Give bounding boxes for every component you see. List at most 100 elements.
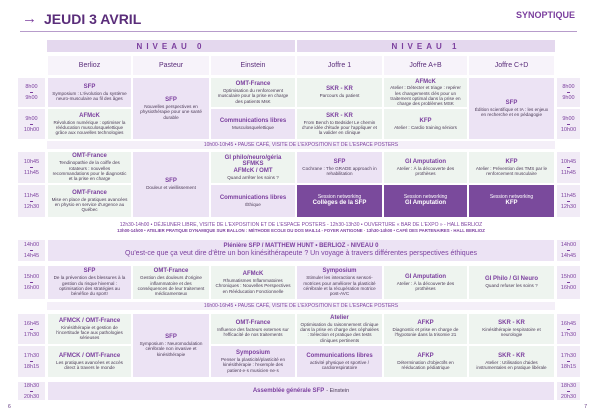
session-text: Influence des facteurs externes sur l'ef… — [217, 327, 289, 338]
session-cell: OMT-France Tendinopathie de la coiffe des… — [48, 152, 131, 183]
session-cell: GI Amputation Atelier : À la découverte d… — [384, 152, 467, 183]
session-cell: Atelier Optimisation du raisonnement clin… — [297, 314, 382, 344]
session-text: Kinésithérapie et gestion de l'incertitu… — [56, 324, 123, 341]
page-number: 6 — [8, 404, 11, 410]
session-text: From Bench to Bedside! Le chemin d'une i… — [302, 119, 377, 136]
time-start: 15h00 — [23, 274, 40, 280]
session-title: Symposium — [235, 350, 270, 357]
time-start: 16h45 — [23, 320, 40, 327]
session-text: KFP — [505, 200, 518, 207]
time-end: 14h45 — [560, 253, 577, 259]
time-end: 9h00 — [25, 95, 38, 101]
time-separator — [567, 200, 570, 202]
time-end: 20h30 — [23, 393, 40, 400]
time-end: 11h45 — [561, 170, 576, 176]
time-slot: 11h45 12h30 — [557, 185, 580, 217]
session-cell: KFP Atelier : Prévention des TMS par le r… — [469, 152, 554, 183]
session-cell: SKR - KR Kinésithérapie respiratoire et n… — [469, 314, 554, 344]
session-text: Nouvelles perspectives en physiothérapie… — [140, 104, 202, 120]
session-title: Session networking — [317, 193, 362, 200]
time-separator — [30, 167, 33, 168]
time-end: 16h00 — [560, 285, 577, 291]
session-title: AFMCK / OMT-France — [58, 352, 121, 359]
session-cell: GI philo/neuro/géria SFMKS AFMcK / OMT Qua… — [211, 152, 295, 183]
session-title: Communications libres — [306, 352, 373, 359]
session-text: Atelier : À la découverte des prothèses — [396, 165, 455, 176]
session-title: GI Amputation — [404, 158, 447, 165]
session-title: OMT-France — [153, 268, 189, 275]
room-name: Berlioz — [48, 56, 131, 75]
room-name: Joffre A+B — [384, 56, 467, 75]
time-start: 11h45 — [24, 192, 39, 199]
session-title: OMT-France — [72, 189, 107, 196]
time-separator — [567, 250, 570, 251]
plenary-title: Plénière SFP / MATTHEW HUNT • BERLIOZ - … — [223, 243, 379, 250]
session-cell: AFKP Détermination d'objectifs en rééduca… — [384, 346, 467, 377]
session-title: Symposium — [322, 268, 357, 275]
session-text: Diagnostic et prise en charge de l'hypot… — [392, 327, 459, 338]
time-end: 12h30 — [560, 203, 577, 210]
session-cell: AFMcK Révolution numérique : optimiser la… — [48, 109, 131, 139]
time-start: 18h30 — [560, 382, 577, 389]
session-text: Atelier : Utilisation d'aides instrument… — [476, 359, 547, 370]
session-title: SFP — [505, 99, 518, 106]
time-end: 18h15 — [560, 364, 577, 370]
lunch-line: 13h00-14h00 • ATELIER PRATIQUE DYNAMIQUE… — [117, 227, 485, 233]
session-text: Atelier : Cardio training séniors — [394, 124, 457, 130]
plenary-cell: Plénière SFP / MATTHEW HUNT • BERLIOZ - … — [48, 240, 554, 261]
time-slot: 14h00 14h45 — [18, 240, 45, 261]
session-title: KFP — [419, 117, 432, 124]
time-separator — [30, 250, 33, 251]
header-rule — [20, 31, 577, 32]
session-cell: SFP Symposium : L'évolution du système ne… — [48, 78, 131, 107]
session-text: Collèges de la SFP — [312, 200, 367, 207]
session-title: AFMcK — [79, 112, 100, 119]
session-text: Mise en place de pratiques avancées en p… — [51, 196, 128, 213]
time-end: 10h00 — [23, 126, 40, 133]
session-text: Douleur et vieillissement — [146, 185, 196, 191]
session-title: SKR - KR — [498, 320, 525, 327]
time-separator — [567, 92, 570, 93]
page-number: 7 — [584, 404, 587, 410]
session-cell: AFMCK / OMT-France Kinésithérapie et gest… — [48, 314, 131, 344]
session-text: Optimisation du raisonnement clinique da… — [300, 321, 379, 343]
time-slot: 8h00 9h00 — [18, 78, 45, 107]
time-separator — [30, 282, 33, 283]
time-start: 14h00 — [560, 242, 577, 248]
time-end: 20h30 — [560, 393, 577, 400]
session-title: GI Philo / GI Neuro — [484, 276, 538, 283]
time-end: 12h30 — [23, 203, 40, 210]
session-cell: GI Amputation Atelier : À la découverte d… — [384, 266, 467, 299]
time-slot: 16h45 17h30 — [557, 314, 580, 344]
session-title: KFP — [505, 158, 518, 165]
room-name: Joffre 1 — [297, 56, 382, 75]
session-text: Détermination d'objectifs en rééducation… — [397, 359, 454, 370]
time-start: 9h00 — [25, 115, 38, 122]
session-cell: Session networking GI Amputation — [384, 185, 467, 217]
session-cell: Communications libres Musculosquelettique — [211, 109, 295, 139]
session-title: SKR - KR — [326, 86, 353, 93]
time-end: 17h30 — [560, 331, 577, 338]
session-text: Symposium : L'évolution du système neuro… — [52, 90, 127, 101]
session-title: Session networking — [403, 193, 448, 200]
time-slot: 9h00 10h00 — [18, 109, 45, 139]
level-header: NIVEAU 1 — [297, 40, 555, 52]
time-slot: 8h00 9h00 — [557, 78, 580, 107]
time-start: 17h30 — [23, 353, 40, 359]
session-text: Quand arrêter les soins ? — [227, 175, 279, 181]
session-cell: SFP De la prévention des blessures à la g… — [48, 266, 131, 299]
session-text: Rhumatismes Inflammatoires Chroniques : … — [215, 278, 291, 294]
session-text: Les pratiques avancées et accès direct à… — [56, 359, 123, 370]
session-text: Quand refuser les soins ? — [485, 283, 538, 289]
time-separator — [567, 361, 570, 362]
room-name: Pasteur — [133, 56, 209, 75]
session-title: AFMCK / OMT-France — [58, 317, 121, 324]
time-start: 17h30 — [560, 353, 577, 359]
session-cell: AFKP Diagnostic et prise en charge de l'h… — [384, 314, 467, 344]
time-start: 18h30 — [23, 382, 40, 389]
time-separator — [30, 123, 33, 125]
session-cell: SFP Douleur et vieillissement — [133, 152, 209, 217]
session-title: Session networking — [489, 193, 534, 200]
time-end: 9h00 — [562, 95, 575, 101]
